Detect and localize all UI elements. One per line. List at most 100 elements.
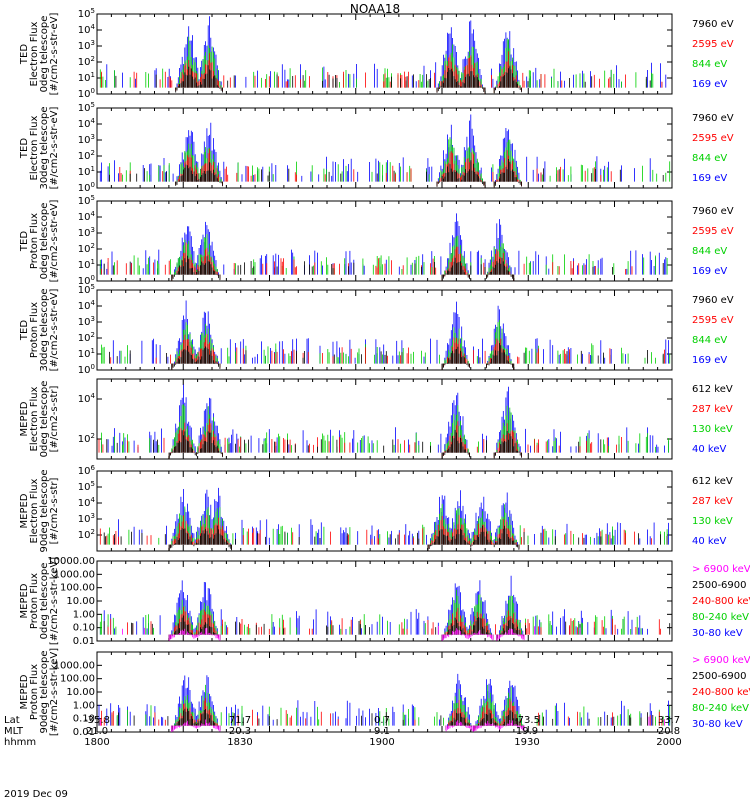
footer-mlt-value: 19.9: [516, 726, 538, 737]
legend--6900-kev: > 6900 keV: [692, 655, 750, 666]
y-tick-label: 100.00: [60, 583, 95, 594]
series-130-kev: [107, 503, 668, 551]
y-tick-label: 104: [78, 299, 96, 312]
legend-80-240-kev: 80-240 keV: [692, 703, 749, 714]
footer-hhmm-value: 1900: [369, 737, 394, 748]
legend-169-ev: 169 eV: [692, 355, 727, 366]
y-tick-label: 102: [78, 149, 95, 162]
legend-7960-ev: 7960 eV: [692, 113, 734, 124]
panel-4: 100 101 102 103 104 105 TEDProton Flux30deg te…: [19, 283, 734, 376]
y-tick-label: 102: [78, 55, 95, 68]
legend-844-ev: 844 eV: [692, 335, 727, 346]
series-7960-ev: [109, 343, 664, 370]
y-tick-label: 0.01: [73, 727, 95, 738]
legend-612-kev: 612 keV: [692, 384, 733, 395]
y-tick-label: 101: [78, 71, 95, 84]
legend-612-kev: 612 keV: [692, 476, 733, 487]
series-612-kev: [103, 525, 668, 551]
y-axis-label: TEDElectron Flux0deg telescope[#/cm2-s-s…: [19, 13, 60, 96]
y-tick-label: 104: [78, 210, 96, 223]
y-axis-label: MEPEDElectron Flux0deg telescope[#/cm2-s…: [19, 381, 60, 458]
y-tick-label: 0.01: [73, 636, 95, 647]
y-tick-label: 100.00: [60, 674, 95, 685]
legend-7960-ev: 7960 eV: [692, 19, 734, 30]
legend-844-ev: 844 eV: [692, 59, 727, 70]
chart-title: NOAA18: [350, 2, 400, 16]
series--6900-kev: [122, 626, 581, 641]
legend-2595-ev: 2595 eV: [692, 133, 734, 144]
y-tick-label: 1000.00: [54, 569, 95, 580]
y-tick-label: 0.10: [73, 623, 95, 634]
legend-40-kev: 40 keV: [692, 536, 726, 547]
y-axis-label: TEDProton Flux0deg telescope[#/cm2-s-str…: [19, 200, 60, 283]
y-tick-label: 102: [78, 242, 95, 255]
y-tick-label: 101: [78, 347, 95, 360]
panel-7: 0.01 0.10 1.00 10.00 100.00 1000.00 10000.00ME…: [19, 556, 750, 647]
y-axis-label: TEDProton Flux30deg telescope[#/cm2-s-st…: [19, 288, 60, 371]
legend-7960-ev: 7960 eV: [692, 295, 734, 306]
y-tick-label: 0.10: [73, 714, 95, 725]
panel-6: 102 103 104 105 106 MEPEDElectron Flux90deg t…: [19, 464, 733, 553]
y-tick-label: 101: [78, 165, 95, 178]
y-tick-label: 105: [78, 194, 95, 207]
footer-hhmm-value: 1930: [514, 737, 539, 748]
series-612-kev: [106, 429, 602, 459]
legend-2500-6900: 2500-6900: [692, 671, 747, 682]
y-axis-label: MEPEDProton Flux0deg telescope[#/cm2-s-s…: [19, 557, 60, 645]
panel-5: 102 104 MEPEDElectron Flux0deg telescope[#…: [19, 378, 733, 460]
legend-169-ev: 169 eV: [692, 266, 727, 277]
legend-7960-ev: 7960 eV: [692, 206, 734, 217]
y-tick-label: 1000.00: [54, 660, 95, 671]
legend-2595-ev: 2595 eV: [692, 39, 734, 50]
y-tick-label: 105: [78, 7, 95, 20]
y-tick-label: 102: [78, 331, 95, 344]
legend--6900-kev: > 6900 keV: [692, 564, 750, 575]
legend-844-ev: 844 eV: [692, 246, 727, 257]
series-7960-ev: [115, 65, 651, 94]
series-80-240-kev: [99, 589, 642, 641]
y-tick-label: 103: [78, 315, 95, 328]
panel-8: 0.01 0.10 1.00 10.00 100.00 1000.00MEPEDProto…: [19, 648, 750, 738]
legend-130-kev: 130 keV: [692, 516, 733, 527]
y-tick-label: 103: [78, 512, 95, 525]
y-tick-label: 103: [78, 133, 95, 146]
series-844-ev: [101, 320, 671, 370]
legend-240-800-kev: 240-800 keV: [692, 687, 750, 698]
footer-mlt-value: 9.1: [374, 726, 390, 737]
legend-2595-ev: 2595 eV: [692, 315, 734, 326]
legend-844-ev: 844 eV: [692, 153, 727, 164]
y-tick-label: 1.00: [73, 609, 95, 620]
legend-80-240-kev: 80-240 keV: [692, 612, 749, 623]
y-tick-label: 100: [78, 181, 95, 194]
series-169-ev: [99, 114, 651, 188]
y-tick-label: 103: [78, 226, 95, 239]
footer-hhmm-value: 1800: [84, 737, 109, 748]
legend-287-kev: 287 keV: [692, 496, 733, 507]
footer-mlt-value: 21.0: [86, 726, 108, 737]
y-tick-label: 104: [78, 392, 96, 405]
footer-lat-value: -73.5: [514, 715, 540, 726]
footer-row-label-hhmm: hhmm: [4, 737, 36, 748]
series-2595-ev: [101, 51, 663, 94]
footer-row-label-lat: Lat: [4, 715, 20, 726]
legend-240-800-kev: 240-800 keV: [692, 596, 750, 607]
y-tick-label: 101: [78, 258, 95, 271]
legend-169-ev: 169 eV: [692, 173, 727, 184]
footer-lat-value: -35.8: [84, 715, 110, 726]
legend-2595-ev: 2595 eV: [692, 226, 734, 237]
footer-lat-value: 0.7: [374, 715, 390, 726]
panel-2: 100 101 102 103 104 105 TEDElectron Flux30deg …: [19, 101, 734, 194]
date-label: 2019 Dec 09: [4, 789, 68, 800]
y-axis-label: MEPEDElectron Flux90deg telescope[#/cm2-…: [19, 469, 60, 552]
y-tick-label: 105: [78, 283, 95, 296]
footer-hhmm-value: 1830: [227, 737, 252, 748]
y-tick-label: 105: [78, 480, 95, 493]
footer-lat-value: 71.7: [229, 715, 251, 726]
y-tick-label: 104: [78, 496, 96, 509]
series-7960-ev: [103, 255, 664, 281]
legend-287-kev: 287 keV: [692, 404, 733, 415]
series-40-kev: [101, 384, 669, 459]
y-tick-label: 10.00: [66, 596, 95, 607]
y-tick-label: 105: [78, 101, 95, 114]
